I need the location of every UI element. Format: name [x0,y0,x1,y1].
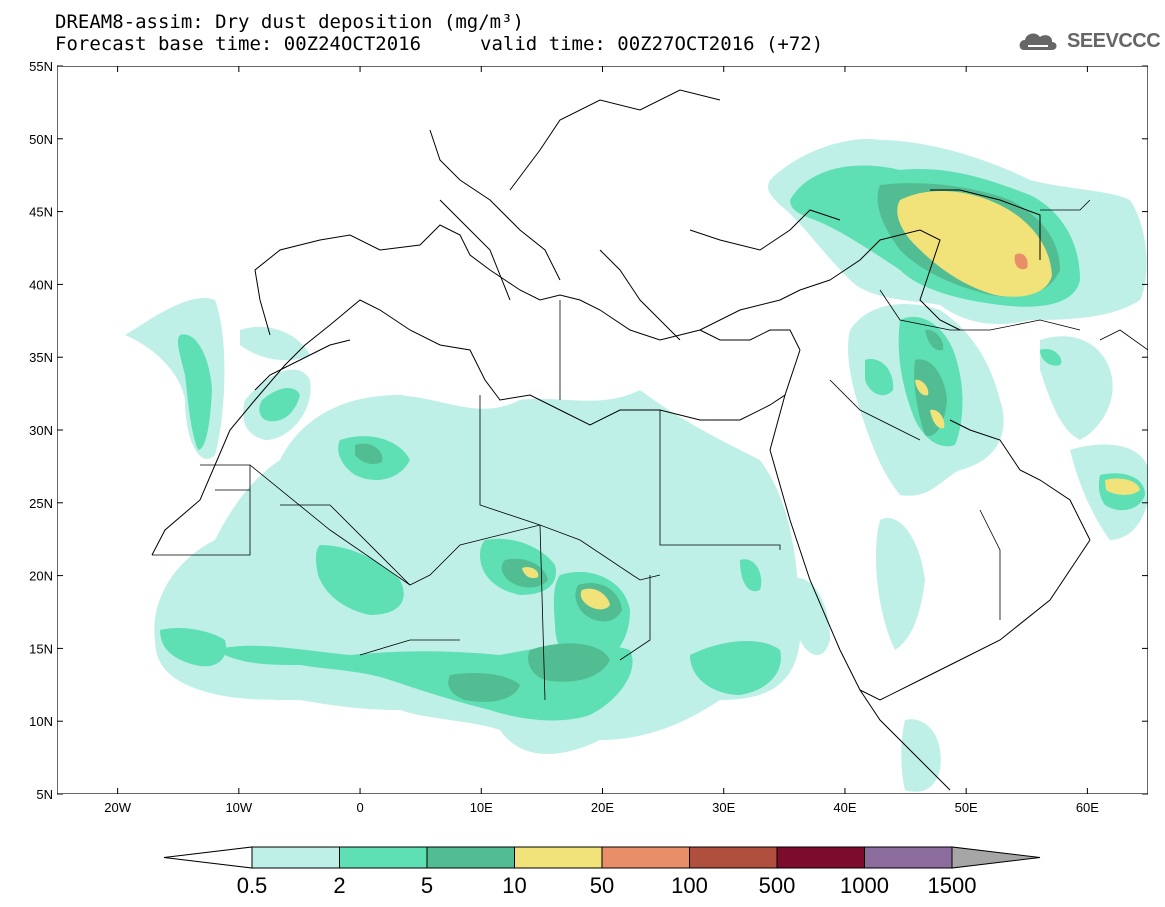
lon-label: 40E [833,800,856,815]
colorbar-labels: 0.5 2 5 10 50 100 500 1000 1500 [237,873,977,898]
dust-field-level5 [1014,253,1028,270]
colorbar-box [339,846,428,869]
colorbar-label: 2 [333,873,345,898]
colorbar-box [426,846,515,869]
colorbar-box [776,846,865,869]
colorbar-label: 10 [502,873,526,898]
colorbar-label: 0.5 [237,873,268,898]
dust-field-level4 [522,190,1140,610]
colorbar-box [689,846,778,869]
lat-label: 25N [29,496,53,511]
colorbar-label: 500 [759,873,796,898]
forecast-base-time: Forecast base time: 00Z24OCT2016 [55,33,422,55]
coastlines [151,89,1091,791]
colorbar-label: 50 [590,873,614,898]
cloud-icon [1019,33,1057,50]
valid-time: valid time: 00Z27OCT2016 (+72) [480,33,824,55]
lon-label: 0 [356,800,363,815]
country-borders [152,199,1148,701]
longitude-axis: 20W 10W 0 10E 20E 30E 40E 50E 60E [104,66,1099,815]
lat-label: 50N [29,132,53,147]
lon-label: 30E [712,800,735,815]
colorbar-over-arrow [951,846,1041,869]
lon-label: 10W [225,800,252,815]
lat-label: 55N [29,59,53,74]
lat-label: 10N [29,714,53,729]
colorbar-label: 100 [671,873,708,898]
map-plot [57,66,1148,794]
colorbar-label: 1500 [928,873,977,898]
lat-label: 30N [29,423,53,438]
colorbar-box [601,846,690,869]
lat-label: 45N [29,205,53,220]
colorbar-box [514,846,603,869]
lat-label: 5N [36,787,53,802]
lon-label: 10E [470,800,493,815]
logo-text: SEEVCCC [1067,30,1161,52]
lon-label: 50E [955,800,978,815]
lon-label: 60E [1076,800,1099,815]
colorbar-box [251,846,340,869]
colorbar-box [864,846,953,869]
chart-title: DREAM8-assim: Dry dust deposition (mg/m³… [55,11,524,33]
colorbar-under-arrow [163,846,253,869]
lon-label: 20E [591,800,614,815]
lat-label: 15N [29,641,53,656]
colorbar-label: 1000 [840,873,889,898]
lat-label: 40N [29,277,53,292]
lat-label: 20N [29,569,53,584]
colorbar-label: 5 [421,873,433,898]
latitude-axis: 55N 50N 45N 40N 35N 30N 25N 20N 15N 10N 5N [29,59,1148,802]
lon-label: 20W [104,800,131,815]
lat-label: 35N [29,350,53,365]
colorbar-boxes [163,846,1041,869]
